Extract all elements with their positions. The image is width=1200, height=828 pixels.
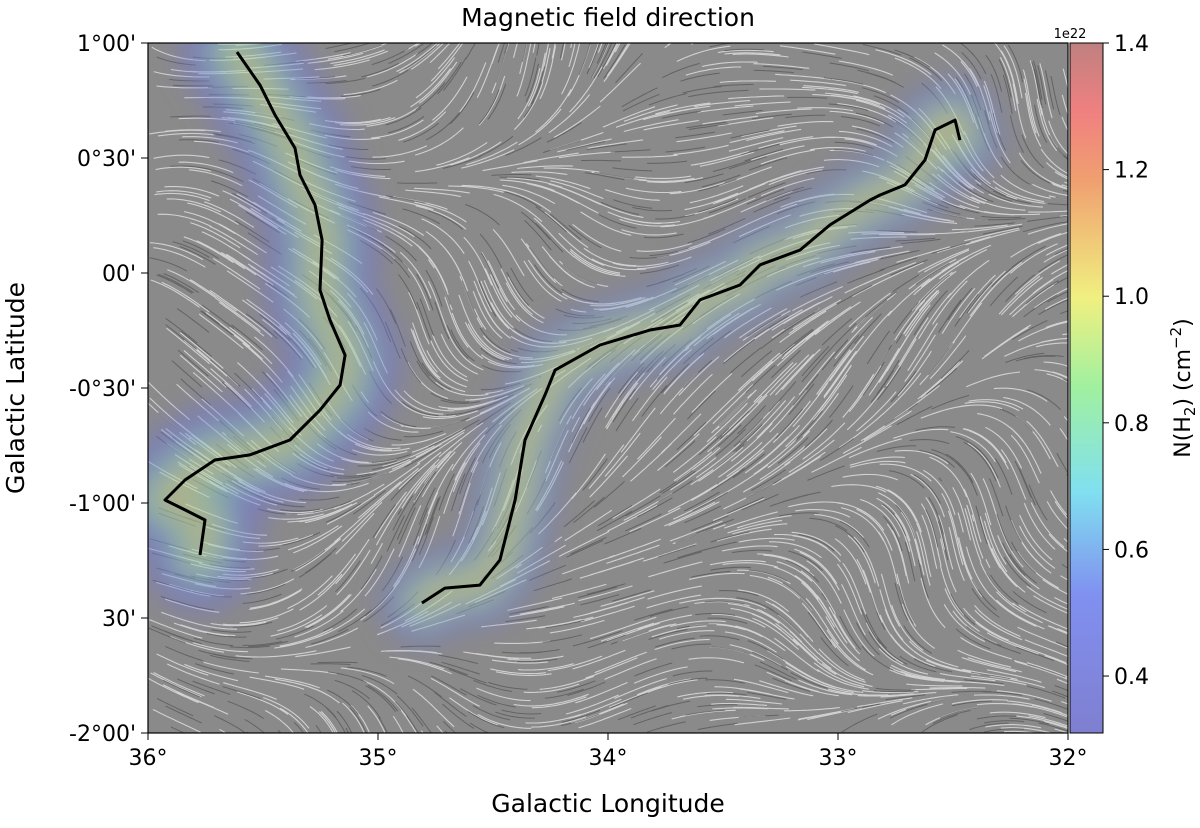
colorbar-tick-label: 0.4 [1114,665,1149,690]
y-tick-label: 00' [102,262,136,287]
y-axis: 1°00' 0°30' 00' -0°30' -1°00' 30' -2°00' [69,32,148,747]
colorbar-label: N(H2) (cm−2) [1167,318,1199,458]
y-tick-label: 30' [102,607,136,632]
colorbar-multiplier: 1e22 [1054,27,1087,42]
colorbar-tick-label: 0.8 [1114,412,1149,437]
y-tick-label: -0°30' [69,377,136,402]
colorbar [1069,42,1104,734]
colorbar-tick-label: 0.6 [1114,538,1149,563]
plot-area [148,43,1068,733]
colorbar-ticks: 1.4 1.2 1.0 0.8 0.6 0.4 [1103,32,1149,690]
colorbar-tick-label: 1.4 [1114,32,1149,57]
x-axis: 36° 35° 34° 33° 32° [129,733,1088,771]
x-tick-label: 33° [819,746,858,771]
filament-spine [421,118,962,605]
x-axis-label: Galactic Longitude [491,789,724,818]
y-tick-label: 1°00' [77,32,136,57]
x-tick-label: 32° [1049,746,1088,771]
colorbar-tick-label: 1.0 [1114,285,1149,310]
x-tick-label: 34° [589,746,628,771]
chart-title: Magnetic field direction [461,3,755,32]
x-tick-label: 35° [359,746,398,771]
y-tick-label: -1°00' [69,492,136,517]
y-tick-label: 0°30' [77,147,136,172]
y-tick-label: -2°00' [69,722,136,747]
colorbar-tick-label: 1.2 [1114,159,1149,184]
x-tick-label: 36° [129,746,168,771]
y-axis-label: Galactic Latitude [1,282,30,494]
filament-spines [163,51,962,605]
filament-spine [163,51,347,556]
